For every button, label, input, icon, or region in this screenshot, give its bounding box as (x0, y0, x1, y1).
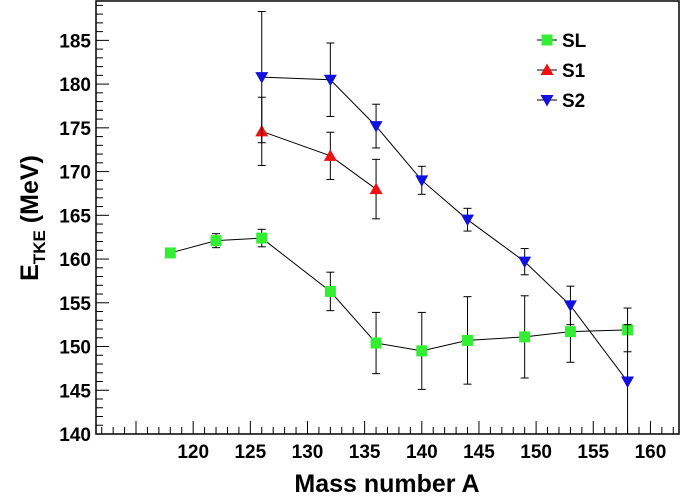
legend-label: SL (562, 31, 587, 52)
plot-frame (95, 0, 680, 435)
y-tick-label: 170 (59, 163, 91, 184)
x-tick-label: 160 (635, 442, 667, 463)
y-axis-title-main: E (16, 264, 44, 281)
y-tick-label: 160 (59, 250, 91, 271)
y-tick-label: 180 (59, 75, 91, 96)
data-point (255, 72, 269, 84)
series-s2 (255, 10, 635, 434)
data-point (519, 331, 531, 343)
data-point (324, 285, 336, 297)
data-point (621, 376, 635, 389)
x-tick-label: 150 (520, 442, 552, 463)
data-point (461, 214, 475, 227)
legend-marker (541, 34, 553, 46)
data-point (416, 345, 428, 357)
data-point (369, 182, 383, 195)
series-line (261, 76, 628, 382)
y-tick-label: 185 (59, 31, 91, 52)
y-axis: 140 145 150 155 160 165 170 175 180 185 (59, 4, 109, 446)
data-point (564, 326, 576, 338)
series-line (261, 130, 377, 190)
y-tick-label: 165 (59, 206, 91, 227)
x-axis-title: Mass number A (294, 470, 479, 498)
series-s1 (255, 96, 383, 220)
y-tick-label: 155 (59, 294, 91, 315)
series-sl (164, 228, 634, 390)
data-point (164, 247, 176, 259)
data-point (323, 74, 337, 87)
x-tick-label: 135 (349, 442, 381, 463)
y-tick-label: 145 (59, 381, 91, 402)
data-point (210, 235, 222, 247)
y-axis-title-unit: (MeV) (16, 155, 44, 230)
x-tick-label: 145 (463, 442, 495, 463)
legend: SL S1 S2 (537, 31, 587, 112)
legend-marker (540, 95, 554, 107)
data-point (415, 175, 429, 187)
data-point (563, 300, 577, 312)
data-point (518, 256, 532, 269)
data-point (462, 334, 474, 346)
y-tick-label: 150 (59, 338, 91, 359)
x-tick-label: 130 (292, 442, 324, 463)
y-tick-label: 140 (59, 425, 91, 446)
series-line (170, 237, 628, 352)
x-axis: 120 125 130 135 140 145 150 155 160 (101, 421, 674, 463)
x-tick-label: 120 (177, 442, 209, 463)
y-axis-title: ETKE (MeV) (16, 155, 49, 281)
x-tick-label: 155 (577, 442, 609, 463)
data-point (370, 337, 382, 349)
x-tick-label: 125 (234, 442, 266, 463)
legend-label: S1 (562, 61, 586, 82)
legend-label: S2 (562, 91, 585, 112)
data-point (323, 149, 337, 161)
x-tick-label: 140 (406, 442, 438, 463)
data-point (369, 121, 383, 133)
y-tick-label: 175 (59, 119, 91, 140)
legend-marker (540, 63, 554, 75)
data-point (256, 232, 268, 244)
y-axis-title-subscript: TKE (30, 230, 49, 264)
plot-area (164, 10, 635, 434)
